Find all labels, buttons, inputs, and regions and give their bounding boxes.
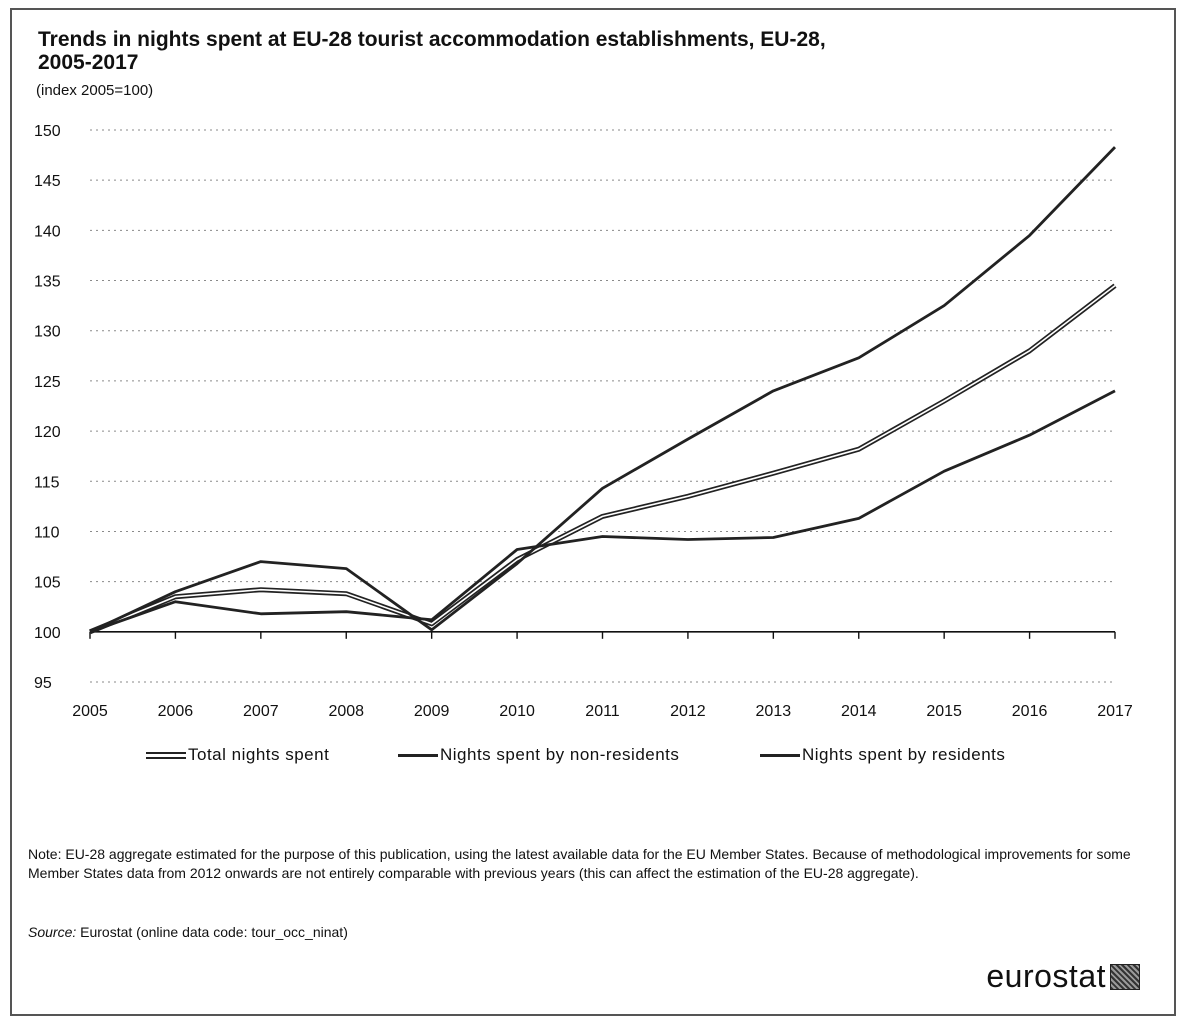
legend-swatch-residents <box>760 753 800 757</box>
x-tick-label: 2007 <box>243 703 279 720</box>
series-group <box>89 146 1117 635</box>
source-text: Eurostat (online data code: tour_occ_nin… <box>76 924 348 940</box>
series-line-non-residents <box>89 146 1117 634</box>
x-tick-label: 2013 <box>756 703 792 720</box>
x-tick-label: 2008 <box>328 703 364 720</box>
series-line-total-inner <box>89 284 1116 633</box>
y-tick-label: 120 <box>34 424 61 441</box>
chart-frame <box>10 8 1176 1016</box>
series-line-residents <box>89 389 1116 634</box>
chart-title-line2: 2005-2017 <box>38 51 139 74</box>
x-tick-label: 2006 <box>158 703 194 720</box>
grid-lines <box>90 129 1115 683</box>
x-tick-label: 2011 <box>585 703 620 720</box>
legend-swatch-total <box>146 751 186 759</box>
y-tick-label: 95 <box>34 675 52 692</box>
y-tick-label: 110 <box>34 524 60 541</box>
brand-name: eurostat <box>986 958 1106 994</box>
chart-title: Trends in nights spent at EU-28 tourist … <box>38 28 938 74</box>
legend-label-residents: Nights spent by residents <box>802 745 1006 764</box>
legend-label-non-residents: Nights spent by non-residents <box>440 745 680 764</box>
legend-swatch-non-residents <box>398 753 438 757</box>
legend-item-residents: Nights spent by residents <box>760 745 1005 765</box>
footnote: Note: EU-28 aggregate estimated for the … <box>28 846 1131 881</box>
x-tick-label: 2012 <box>670 703 706 720</box>
chart-subtitle: (index 2005=100) <box>36 82 154 99</box>
chart-title-line1: Trends in nights spent at EU-28 tourist … <box>38 28 826 51</box>
x-tick-label: 2017 <box>1097 703 1133 720</box>
legend-label-total: Total nights spent <box>188 745 330 764</box>
x-tick-label: 2015 <box>926 703 962 720</box>
y-tick-label: 140 <box>34 223 61 240</box>
y-tick-label: 125 <box>34 374 61 391</box>
legend-item-non-residents: Nights spent by non-residents <box>398 745 679 765</box>
eurostat-logo: eurostat <box>986 958 1140 995</box>
y-tick-label: 150 <box>34 123 61 140</box>
y-axis: 95 100 105 110 115 120 125 130 135 140 145 150 <box>34 123 61 692</box>
x-tick-label: 2010 <box>499 703 535 720</box>
y-tick-label: 100 <box>34 625 61 642</box>
y-tick-label: 115 <box>34 474 60 491</box>
x-tick-label: 2016 <box>1012 703 1048 720</box>
x-tick-label: 2014 <box>841 703 877 720</box>
y-tick-label: 135 <box>34 274 61 291</box>
eurostat-flag-icon <box>1110 963 1140 990</box>
series-line-total <box>89 283 1117 635</box>
y-tick-label: 130 <box>34 324 61 341</box>
y-tick-label: 145 <box>34 173 61 190</box>
x-tick-label: 2009 <box>414 703 450 720</box>
legend: Total nights spent Nights spent by non-r… <box>146 745 1106 775</box>
legend-item-total: Total nights spent <box>146 745 329 765</box>
source-line: Source: Eurostat (online data code: tour… <box>28 924 348 940</box>
x-tick-label: 2005 <box>72 703 108 720</box>
x-axis: 2005 2006 2007 2008 2009 2010 2011 2012 2013 2014… <box>72 631 1133 720</box>
y-tick-label: 105 <box>34 575 61 592</box>
source-label: Source: <box>28 924 77 940</box>
